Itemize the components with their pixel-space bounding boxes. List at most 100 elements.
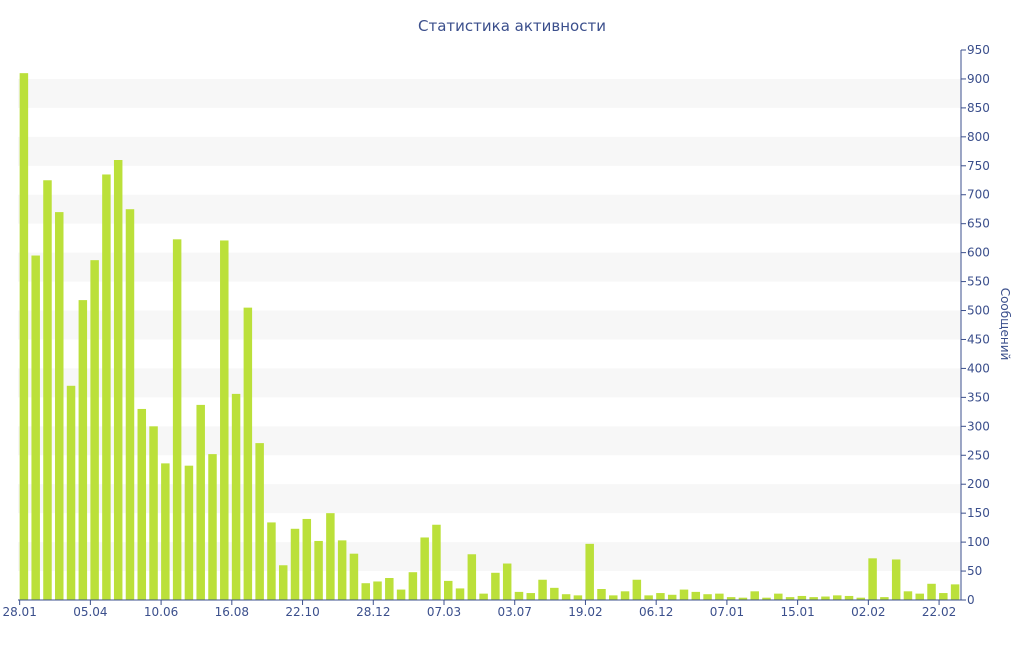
bar [656, 593, 665, 600]
bar [573, 595, 583, 600]
bar [491, 572, 500, 600]
bar [255, 443, 264, 600]
chart-title: Статистика активности [418, 17, 606, 35]
bar [585, 543, 594, 600]
x-tick-label: 19.02 [568, 605, 602, 619]
bar [113, 160, 123, 600]
y-tick-label: 900 [967, 72, 990, 86]
bar [632, 579, 642, 600]
x-tick-label: 10.06 [144, 605, 178, 619]
y-tick-label: 800 [967, 130, 990, 144]
bar [797, 595, 807, 600]
grid-band [18, 136, 961, 166]
bar [361, 583, 370, 600]
bar [385, 578, 394, 600]
y-tick-label: 450 [967, 332, 990, 346]
grid-band [18, 426, 961, 456]
bar [903, 591, 913, 600]
bar [726, 597, 736, 600]
grid-band [18, 252, 961, 282]
x-tick-label: 28.01 [2, 605, 36, 619]
bar [832, 595, 842, 600]
bar [184, 465, 194, 600]
bar [774, 593, 783, 600]
bar [78, 300, 88, 600]
bar [762, 597, 771, 600]
bar [278, 565, 288, 600]
bar [785, 597, 795, 600]
bar [396, 589, 406, 600]
x-tick-label: 05.04 [73, 605, 107, 619]
bar [868, 558, 877, 600]
bar [844, 595, 854, 600]
bar [290, 528, 300, 600]
x-tick-label: 07.03 [427, 605, 461, 619]
bar [161, 463, 170, 600]
bar [302, 518, 312, 600]
bar [102, 174, 111, 600]
x-tick-label: 03.07 [498, 605, 532, 619]
bar [172, 239, 182, 600]
bar [597, 589, 606, 600]
bar [267, 522, 276, 600]
y-tick-label: 950 [967, 43, 990, 57]
bar [420, 537, 429, 600]
y-tick-label: 0 [967, 593, 975, 607]
y-tick-label: 50 [967, 564, 982, 578]
bar [856, 597, 866, 600]
x-tick-label: 22.10 [285, 605, 319, 619]
bar [125, 209, 135, 600]
grid-band [18, 310, 961, 340]
bar [950, 584, 960, 600]
bar [231, 393, 241, 600]
grid-bands [18, 78, 961, 572]
bar [479, 593, 488, 600]
bar [90, 260, 99, 600]
x-axis: 28.01 05.04 10.06 16.08 22.10 28.12 07.03 03.07… [2, 599, 961, 619]
bar [667, 594, 677, 600]
bar [66, 385, 76, 600]
bar [373, 581, 382, 600]
bar [31, 255, 40, 600]
grid-band [18, 484, 961, 514]
bar [939, 593, 948, 600]
bar [691, 591, 701, 600]
grid-band [18, 368, 961, 398]
bar [609, 595, 618, 600]
y-tick-label: 400 [967, 361, 990, 375]
grid-band [18, 194, 961, 224]
grid-band [18, 542, 961, 572]
bar [208, 454, 217, 600]
bar [149, 426, 158, 600]
y-axis: 0 50 100 150 200 250 300 350 400 450 500 550 600 650 7… [960, 43, 990, 607]
bar [891, 559, 901, 600]
grid-band [18, 78, 961, 108]
bar [337, 540, 347, 600]
bar [349, 553, 359, 600]
y-tick-label: 550 [967, 275, 990, 289]
x-tick-label: 15.01 [780, 605, 814, 619]
y-tick-label: 300 [967, 419, 990, 433]
bar [55, 212, 64, 601]
y-tick-label: 500 [967, 304, 990, 318]
bar [538, 579, 547, 600]
bar [561, 594, 571, 600]
bar [19, 73, 29, 600]
x-tick-label: 16.08 [215, 605, 249, 619]
bar [243, 307, 253, 600]
y-tick-label: 700 [967, 188, 990, 202]
y-tick-label: 150 [967, 506, 990, 520]
y-tick-label: 200 [967, 477, 990, 491]
bar [703, 594, 712, 600]
bar [444, 580, 453, 600]
y-axis-label: Сообщений [998, 288, 1012, 361]
y-tick-label: 650 [967, 217, 990, 231]
x-tick-label: 28.12 [356, 605, 390, 619]
y-tick-label: 350 [967, 390, 990, 404]
bar [880, 597, 889, 600]
bar [526, 593, 535, 600]
y-tick-label: 600 [967, 246, 990, 260]
bar [220, 240, 229, 600]
y-tick-label: 250 [967, 448, 990, 462]
